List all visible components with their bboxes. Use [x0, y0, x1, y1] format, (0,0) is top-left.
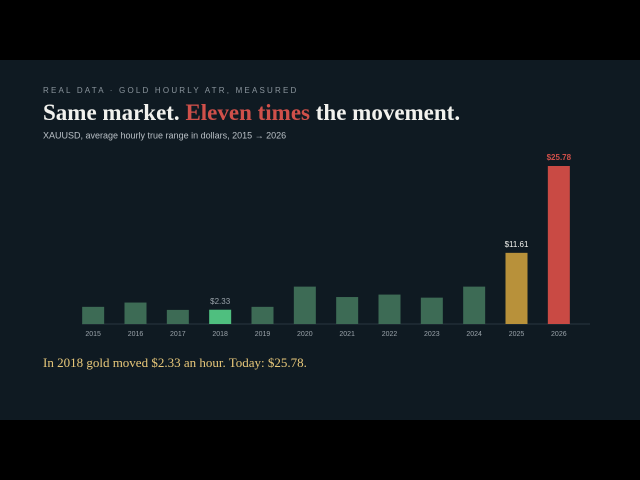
bar	[124, 302, 147, 324]
title-part: the movement.	[316, 100, 460, 125]
bar	[209, 309, 232, 324]
title-part: Same market.	[43, 100, 180, 125]
bar	[463, 286, 486, 324]
x-tick-label: 2024	[466, 331, 482, 338]
bar	[420, 297, 443, 324]
x-tick-label: 2017	[170, 331, 186, 338]
footer: In 2018 gold moved $2.33 an hour. Today:…	[43, 355, 307, 370]
bar	[505, 252, 528, 324]
x-tick-label: 2019	[255, 331, 271, 338]
x-tick-label: 2025	[509, 331, 525, 338]
bar	[82, 306, 105, 324]
x-tick-label: 2015	[85, 331, 101, 338]
x-tick-label: 2023	[424, 331, 440, 338]
bar	[547, 166, 570, 324]
x-tick-label: 2016	[128, 331, 144, 338]
x-tick-label: 2018	[212, 331, 228, 338]
bar	[251, 306, 274, 324]
title-highlight: Eleven times	[185, 100, 310, 125]
chart-title: Same market. Eleven times the movement.	[43, 100, 460, 125]
bar	[166, 309, 189, 324]
subtitle: XAUUSD, average hourly true range in dol…	[43, 130, 286, 140]
slide	[0, 60, 640, 420]
bar	[293, 286, 316, 324]
value-label: $11.61	[505, 240, 529, 249]
value-label: $25.78	[547, 153, 572, 162]
kicker: REAL DATA · GOLD HOURLY ATR, MEASURED	[43, 86, 299, 95]
bar	[336, 297, 359, 324]
x-tick-label: 2020	[297, 331, 313, 338]
x-tick-label: 2022	[382, 331, 398, 338]
x-tick-label: 2021	[339, 331, 355, 338]
bar	[378, 294, 401, 324]
x-tick-label: 2026	[551, 331, 567, 338]
value-label: $2.33	[210, 297, 231, 306]
